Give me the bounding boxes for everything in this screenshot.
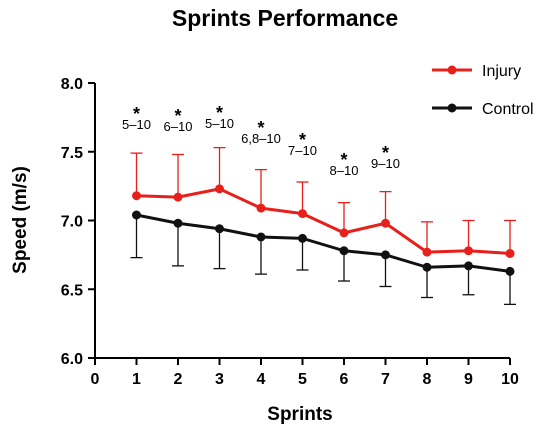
- x-tick-label: 9: [464, 371, 473, 388]
- y-tick-label: 7.5: [61, 145, 83, 162]
- control-point: [422, 262, 432, 272]
- legend: Injury Control: [432, 63, 534, 118]
- annotation-star: *: [340, 150, 347, 170]
- control-point: [381, 250, 390, 260]
- annotation-star: *: [382, 143, 389, 163]
- injury-point: [173, 192, 183, 202]
- injury-point: [298, 209, 307, 219]
- series-layer: [130, 146, 516, 306]
- injury-point: [256, 203, 266, 213]
- y-tick-label: 6.0: [61, 351, 83, 368]
- annotation-star: *: [174, 106, 181, 126]
- annotation-range: 5–10: [122, 117, 151, 132]
- control-point: [505, 266, 515, 276]
- series-control: [130, 210, 516, 306]
- injury-point: [339, 228, 349, 238]
- annotation-range: 9–10: [371, 156, 400, 171]
- axes: 6.0 6.5 7.0 7.5 8.0 0 1 2 3 4 5 6 7 8 9 10: [61, 76, 519, 388]
- annotation-range: 7–10: [288, 143, 317, 158]
- x-tick-label: 6: [340, 371, 349, 388]
- control-point: [256, 232, 266, 242]
- chart-title: Sprints Performance: [172, 5, 398, 31]
- injury-point: [505, 249, 515, 258]
- x-tick-label: 2: [174, 371, 183, 388]
- injury-point: [215, 184, 224, 194]
- injury-line: [136, 187, 511, 255]
- injury-point: [381, 218, 390, 228]
- annotation-range: 5–10: [205, 116, 234, 131]
- y-tick-label: 7.0: [61, 214, 83, 231]
- significance-annotations: *5–10 *6–10*5–10 *6,8–10 *7–10 *8–10*9–10: [122, 103, 400, 178]
- x-tick-label: 7: [381, 371, 390, 388]
- control-point: [339, 246, 349, 256]
- legend-marker-injury: [447, 65, 457, 75]
- annotation-range: 6,8–10: [241, 131, 281, 146]
- annotation-star: *: [133, 104, 140, 124]
- x-tick-label: 4: [257, 371, 266, 388]
- injury-point: [132, 191, 141, 201]
- annotation-range: 6–10: [164, 119, 193, 134]
- control-point: [173, 218, 183, 228]
- control-point: [298, 233, 307, 243]
- legend-marker-control: [447, 103, 457, 113]
- series-injury: [130, 146, 516, 258]
- legend-label-injury: Injury: [482, 63, 521, 80]
- x-tick-label: 5: [298, 371, 307, 388]
- x-tick-label: 1: [132, 371, 141, 388]
- y-axis-title: Speed (m/s): [10, 166, 31, 274]
- injury-point: [464, 246, 473, 256]
- annotation-star: *: [299, 130, 306, 150]
- annotation-star: *: [216, 103, 223, 123]
- x-tick-label: 8: [423, 371, 432, 388]
- annotation-star: *: [257, 118, 264, 138]
- control-line: [136, 213, 511, 273]
- y-tick-label: 6.5: [61, 282, 83, 299]
- control-point: [464, 261, 473, 271]
- annotation-range: 8–10: [330, 163, 359, 178]
- x-tick-label: 10: [501, 371, 519, 388]
- injury-point: [422, 247, 432, 257]
- control-point: [215, 224, 224, 234]
- y-tick-label: 8.0: [61, 76, 83, 93]
- control-point: [132, 210, 141, 220]
- x-tick-label: 0: [91, 371, 100, 388]
- legend-label-control: Control: [482, 101, 534, 118]
- x-tick-label: 3: [215, 371, 224, 388]
- x-axis-title: Sprints: [267, 404, 332, 425]
